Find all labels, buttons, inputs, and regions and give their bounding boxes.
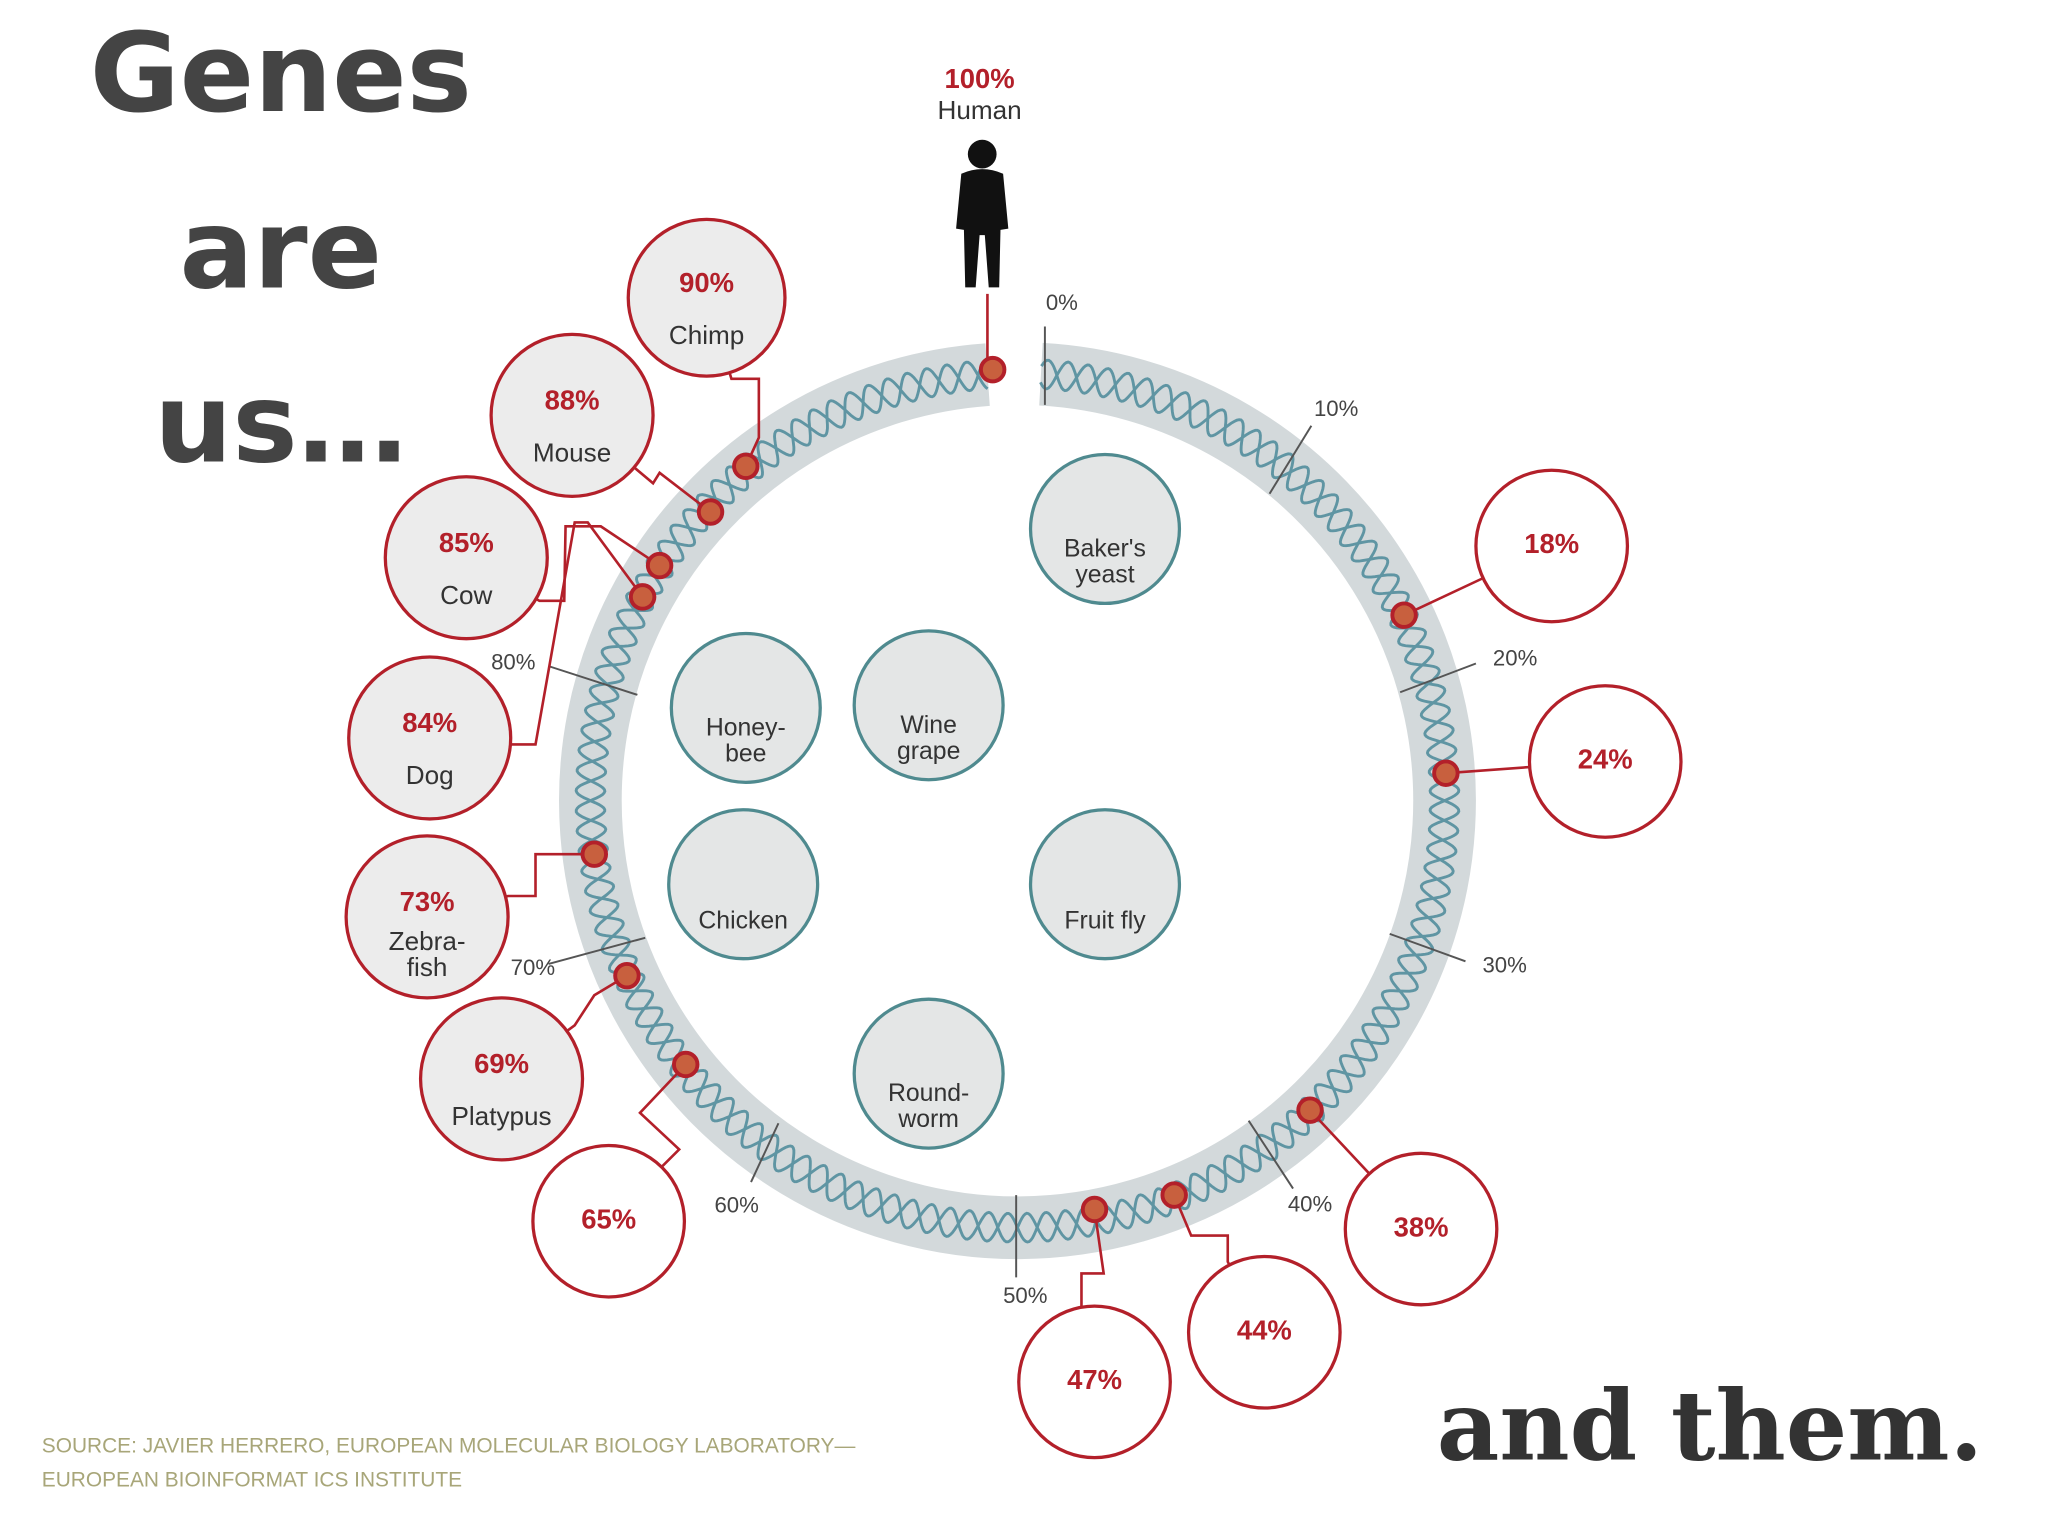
leader-line <box>1445 765 1530 775</box>
marker <box>1390 601 1418 629</box>
inner-name: grape <box>897 738 960 765</box>
inner-name: Chicken <box>698 908 788 935</box>
marker <box>613 961 641 990</box>
human-name: Human <box>938 95 1022 125</box>
title-line: are <box>180 186 383 314</box>
helix-strand <box>574 359 1461 1244</box>
inner-organism <box>852 997 1005 1150</box>
organism-percent: 24% <box>1578 744 1633 775</box>
inner-name: Fruit fly <box>1064 908 1146 935</box>
inner-organism <box>669 631 822 784</box>
organism-bubble <box>347 655 513 821</box>
organism-name: fish <box>407 952 448 982</box>
marker <box>696 498 725 526</box>
scale-tick <box>1399 662 1477 694</box>
scale-label: 60% <box>714 1193 758 1218</box>
organism-name: Cow <box>440 580 492 610</box>
organism-percent: 18% <box>1524 528 1579 559</box>
inner-organism <box>667 808 820 961</box>
organism-bubble <box>489 332 655 498</box>
scale-label: 30% <box>1482 952 1526 977</box>
organism-percent: 44% <box>1237 1314 1292 1345</box>
source-line: EUROPEAN BIOINFORMAT ICS INSTITUTE <box>42 1469 462 1492</box>
scale-tick <box>548 665 638 696</box>
leader-line <box>535 525 661 603</box>
leader-line <box>566 974 628 1033</box>
marker <box>580 840 608 868</box>
dna-ring <box>559 342 1476 1260</box>
scale-label: 70% <box>511 955 555 980</box>
marker <box>1432 759 1460 787</box>
organism-percent: 69% <box>474 1048 529 1079</box>
organism-percent: 38% <box>1394 1211 1449 1242</box>
title-line: us… <box>154 359 407 487</box>
organism-percent: 88% <box>545 385 600 416</box>
inner-organism <box>1028 452 1182 606</box>
marker <box>1160 1181 1188 1209</box>
inner-name: Round- <box>888 1080 969 1107</box>
leader-line <box>505 852 595 898</box>
marker <box>645 551 674 580</box>
source-line: SOURCE: JAVIER HERRERO, EUROPEAN MOLECUL… <box>42 1435 856 1458</box>
scale-tick <box>1247 1120 1294 1190</box>
marker <box>978 355 1007 384</box>
organism-percent: 73% <box>400 886 455 917</box>
organism-percent: 65% <box>581 1203 636 1234</box>
scale-label: 20% <box>1493 645 1537 670</box>
organism-name: Dog <box>406 760 454 790</box>
organism-bubble <box>1017 1304 1172 1460</box>
inner-name: Baker's <box>1064 535 1146 562</box>
organism-bubble <box>1474 468 1630 624</box>
scale-tick <box>750 1122 780 1183</box>
organism-percent: 90% <box>679 267 734 298</box>
inner-organism <box>1028 808 1182 961</box>
marker <box>1296 1096 1324 1124</box>
organism-bubble <box>344 834 510 1000</box>
closing-text: and them. <box>1437 1368 1983 1482</box>
inner-name: yeast <box>1075 562 1134 589</box>
scale-label: 80% <box>491 649 535 674</box>
organism-percent: 85% <box>439 527 494 558</box>
title-line: Genes <box>90 9 472 137</box>
scale-label: 10% <box>1314 396 1358 421</box>
scale-tick <box>1389 932 1466 963</box>
organism-bubble <box>1343 1151 1499 1307</box>
organism-name: Zebra- <box>389 926 466 956</box>
organism-bubble <box>383 475 549 641</box>
leader-line <box>728 372 761 467</box>
inner-organism <box>852 629 1005 782</box>
helix-strand <box>574 358 1461 1244</box>
organism-percent: 47% <box>1067 1364 1122 1395</box>
marker <box>672 1050 700 1079</box>
leader-line <box>633 466 712 514</box>
leader-line <box>1172 1194 1231 1266</box>
inner-name: Wine <box>900 712 957 739</box>
marker <box>628 583 657 611</box>
scale-tick <box>548 936 646 965</box>
human-percent: 100% <box>945 63 1015 94</box>
leader-line <box>1403 576 1484 617</box>
organism-name: Chimp <box>669 320 744 350</box>
inner-name: Honey- <box>706 714 786 741</box>
organism-bubble <box>418 996 585 1162</box>
organism-bubble <box>626 217 787 378</box>
organism-percent: 84% <box>402 707 457 738</box>
organism-name: Platypus <box>451 1101 551 1131</box>
marker <box>732 452 760 480</box>
scale-tick <box>1268 425 1313 495</box>
scale-label: 0% <box>1046 290 1078 315</box>
inner-name: worm <box>897 1106 959 1133</box>
leader-line <box>1309 1109 1371 1175</box>
organism-bubble <box>531 1143 687 1299</box>
organism-bubble <box>1186 1254 1342 1410</box>
organism-name: Mouse <box>533 437 611 467</box>
inner-name: bee <box>725 740 766 767</box>
human-silhouette <box>956 139 1009 370</box>
scale-label: 50% <box>1003 1283 1047 1308</box>
organism-bubble <box>1527 684 1683 839</box>
scale-label: 40% <box>1288 1191 1332 1216</box>
marker <box>1080 1195 1109 1224</box>
